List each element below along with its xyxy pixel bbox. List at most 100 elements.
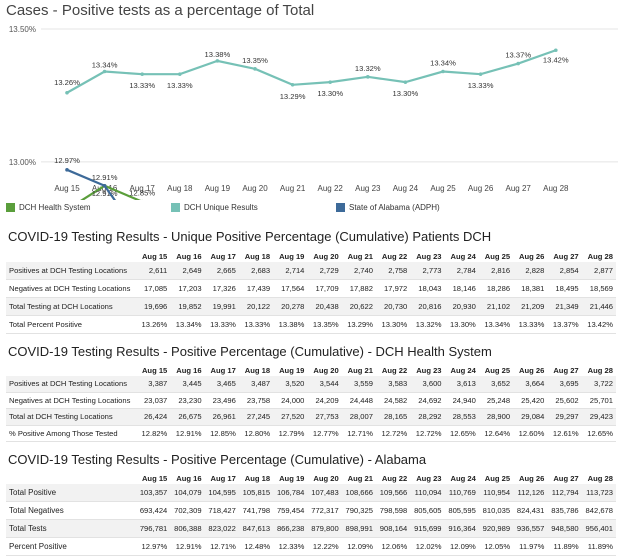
- table-cell: 790,325: [345, 506, 373, 515]
- table-cell: 113,723: [581, 484, 616, 502]
- table-cell: 17,085: [144, 284, 168, 293]
- table-cell: 898,991: [341, 519, 376, 538]
- row-label: Total Negatives: [9, 506, 64, 515]
- data-label: 12.85%: [129, 189, 155, 198]
- x-tick-label: Aug 25: [430, 184, 456, 193]
- table-cell: 18,569: [589, 284, 613, 293]
- table-cell: 17,709: [315, 284, 339, 293]
- legend-swatch: [336, 203, 345, 212]
- row-label: Total Positive: [6, 484, 136, 502]
- column-header: Aug 27: [553, 365, 579, 375]
- table-cell: 26,675: [170, 408, 205, 425]
- table-cell: 12.60%: [518, 428, 545, 438]
- table-cell: 2,773: [410, 262, 445, 280]
- data-label: 13.26%: [54, 78, 80, 87]
- legend-item-alabama: State of Alabama (ADPH): [336, 203, 440, 212]
- table-cell: 110,954: [478, 484, 514, 502]
- table-cell: 796,781: [136, 519, 171, 538]
- table-cell: 24,692: [418, 395, 442, 405]
- table-cell: 806,388: [170, 519, 205, 538]
- data-label: 12.97%: [54, 156, 80, 165]
- row-label: Negatives at DCH Testing Locations: [9, 395, 131, 405]
- table-cell: 948,580: [547, 519, 582, 538]
- column-header: Aug 27: [553, 473, 579, 483]
- table-cell: 3,613: [444, 376, 479, 392]
- data-label: 13.33%: [129, 81, 155, 90]
- column-header: Aug 24: [450, 473, 476, 483]
- table-cell: 823,022: [204, 519, 239, 538]
- x-tick-label: Aug 26: [468, 184, 494, 193]
- table-cell: 13.38%: [278, 320, 305, 329]
- legend-label: DCH Unique Results: [184, 203, 258, 212]
- table-cell: 19,696: [136, 297, 171, 316]
- table-cell: 25,420: [521, 395, 545, 405]
- table-cell: 13.33%: [518, 320, 545, 329]
- table-cell: 110,769: [444, 484, 479, 502]
- table-cell: 28,900: [478, 408, 514, 425]
- x-tick-label: Aug 16: [92, 184, 118, 193]
- column-header: Aug 17: [210, 473, 236, 483]
- data-point: [516, 61, 520, 66]
- column-header: Aug 18: [244, 365, 271, 375]
- table-cell: 718,427: [208, 506, 236, 515]
- page-title: Cases - Positive tests as a percentage o…: [6, 2, 315, 19]
- table-cell: 13.32%: [415, 320, 442, 329]
- table-cell: 20,438: [307, 297, 342, 316]
- table-cell: 3,445: [170, 376, 205, 392]
- x-tick-label: Aug 19: [205, 184, 231, 193]
- row-label: Positives at DCH Testing Locations: [6, 262, 136, 280]
- column-header: Aug 15: [141, 251, 168, 261]
- table-cell: 13.33%: [210, 320, 236, 329]
- table-cell: 805,595: [448, 506, 476, 515]
- table-cell: 2,729: [307, 262, 342, 280]
- table-cell: 11.97%: [519, 542, 545, 551]
- table-cell: 810,035: [482, 506, 511, 515]
- table-cell: 29,084: [513, 408, 548, 425]
- legend-swatch: [171, 203, 180, 212]
- column-header: Aug 23: [416, 365, 442, 375]
- table-cell: 879,800: [307, 519, 342, 538]
- table-cell: 109,566: [375, 484, 411, 502]
- column-header: Aug 25: [484, 251, 511, 261]
- column-header: Aug 21: [347, 251, 373, 261]
- table-cell: 2,683: [238, 262, 274, 280]
- table-row: Positives at DCH Testing Locations 2,611 2…: [6, 262, 616, 280]
- table-cell: 107,483: [307, 484, 342, 502]
- row-label-header: [6, 472, 136, 484]
- table-cell: 2,714: [273, 262, 308, 280]
- table-cell: 12.82%: [141, 428, 168, 438]
- table-cell: 13.34%: [484, 320, 511, 329]
- table-cell: 110,094: [410, 484, 445, 502]
- table-cell: 12.33%: [278, 542, 305, 551]
- table-cell: 3,387: [136, 376, 171, 392]
- table-dch-unique: Aug 15 Aug 16 Aug 17 Aug 18 Aug 19 Aug 20 Aug …: [6, 250, 616, 334]
- table-cell: 12.05%: [484, 542, 511, 551]
- table-cell: 13.30%: [450, 320, 476, 329]
- column-header: Aug 19: [279, 251, 305, 261]
- column-header: Aug 23: [416, 473, 442, 483]
- table-cell: 3,465: [204, 376, 239, 392]
- table-cell: 12.65%: [450, 428, 476, 438]
- table-cell: 3,487: [238, 376, 274, 392]
- table-cell: 20,622: [341, 297, 376, 316]
- x-tick-label: Aug 20: [242, 184, 268, 193]
- column-header: Aug 28: [587, 473, 613, 483]
- column-header: Aug 20: [313, 473, 339, 483]
- table-cell: 693,424: [139, 506, 168, 515]
- table-cell: 12.09%: [450, 542, 476, 551]
- row-label: Total Percent Positive: [9, 320, 83, 329]
- table-cell: 2,816: [478, 262, 514, 280]
- table-cell: 12.72%: [381, 428, 408, 438]
- table-cell: 26,424: [136, 408, 171, 425]
- column-header: Aug 18: [244, 473, 271, 483]
- x-tick-label: Aug 24: [393, 184, 419, 193]
- row-label: Negatives at DCH Testing Locations: [9, 284, 131, 293]
- table-cell: 20,730: [375, 297, 411, 316]
- table-row: Negatives at DCH Testing Locations 17,085…: [6, 280, 616, 298]
- table-cell: 24,940: [452, 395, 476, 405]
- column-header: Aug 20: [313, 251, 339, 261]
- table-cell: 3,722: [581, 376, 616, 392]
- legend-item-dch-unique-results: DCH Unique Results: [171, 203, 258, 212]
- column-header: Aug 17: [210, 365, 236, 375]
